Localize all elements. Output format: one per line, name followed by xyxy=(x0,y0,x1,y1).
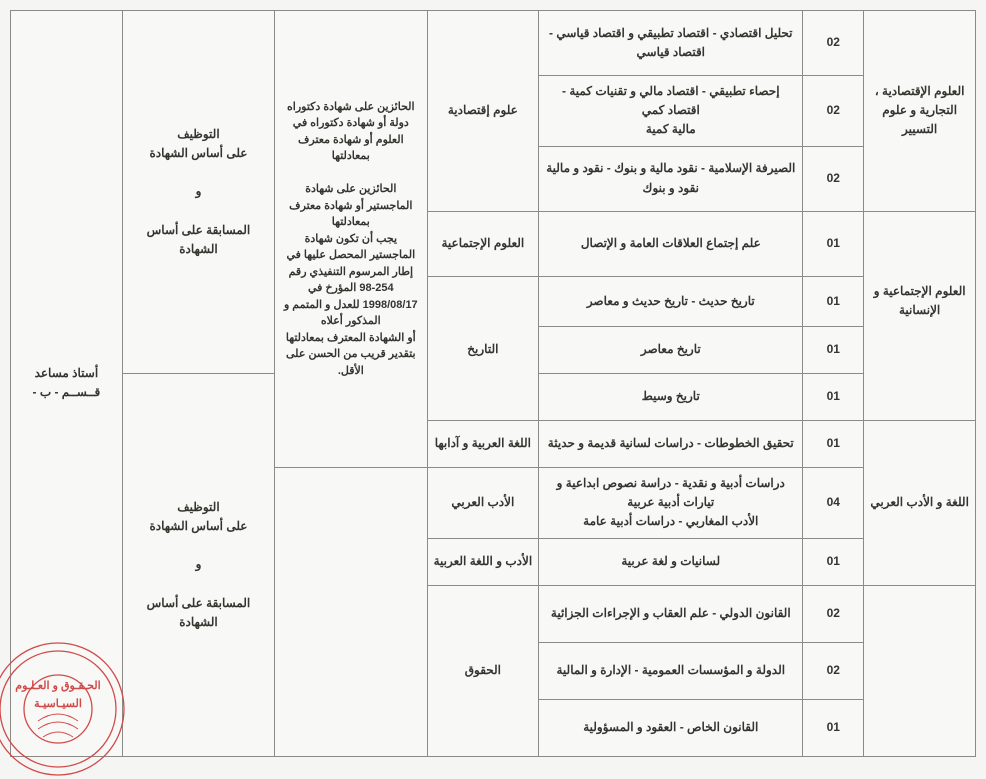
faculty-cell xyxy=(864,211,976,276)
dept-cell: العلوم الإجتماعية xyxy=(427,211,539,276)
spec-cell: تحقيق الخطوطات - دراسات لسانية قديمة و ح… xyxy=(539,420,803,467)
dept-cell: الحقوق xyxy=(427,642,539,699)
spec-faint: اقتصاد قياسي xyxy=(637,45,706,59)
count-cell: 01 xyxy=(803,326,864,373)
dept-cell xyxy=(427,11,539,76)
requirements-cell-bottom xyxy=(275,467,427,756)
spec-cell: لسانيات و لغة عربية xyxy=(539,538,803,585)
count-cell: 02 xyxy=(803,146,864,211)
count-cell: 02 xyxy=(803,11,864,76)
spec-cell: تاريخ وسيط xyxy=(539,373,803,420)
basis-cell-top: التوظيف على أساس الشهادة و المسابقة على … xyxy=(122,11,274,374)
dept-cell: الأدب و اللغة العربية xyxy=(427,538,539,585)
spec-text: تحليل اقتصادي - اقتصاد تطبيقي و اقتصاد ق… xyxy=(549,26,792,40)
dept-cell: التاريخ xyxy=(427,326,539,373)
faculty-cell xyxy=(864,326,976,373)
count-cell: 01 xyxy=(803,420,864,467)
faculty-cell xyxy=(864,585,976,642)
faculty-cell: اللغة و الأدب العربي xyxy=(864,467,976,538)
count-cell: 01 xyxy=(803,699,864,756)
basis-cell-bottom: التوظيف على أساس الشهادة و المسابقة على … xyxy=(122,373,274,756)
spec-cell: الصيرفة الإسلامية - نقود مالية و بنوك - … xyxy=(539,146,803,211)
dept-cell: اللغة العربية و آدابها xyxy=(427,420,539,467)
spec-cell: الدولة و المؤسسات العمومية - الإدارة و ا… xyxy=(539,642,803,699)
count-cell: 02 xyxy=(803,642,864,699)
spec-cell: إحصاء تطبيقي - اقتصاد مالي و تقنيات كمية… xyxy=(539,76,803,147)
faculty-cell: العلوم الإقتصادية ، التجارية و علوم التس… xyxy=(864,76,976,147)
dept-cell xyxy=(427,146,539,211)
faculty-cell xyxy=(864,699,976,756)
faculty-cell xyxy=(864,420,976,467)
spec-cell: تاريخ حديث - تاريخ حديث و معاصر xyxy=(539,276,803,326)
faculty-cell: العلوم الإجتماعية و الإنسانية xyxy=(864,276,976,326)
dept-cell: علوم إقتصادية xyxy=(427,76,539,147)
count-cell: 01 xyxy=(803,538,864,585)
spec-cell: علم إجتماع العلاقات العامة و الإتصال xyxy=(539,211,803,276)
spec-cell: القانون الخاص - العقود و المسؤولية xyxy=(539,699,803,756)
count-cell: 01 xyxy=(803,211,864,276)
recruitment-table: 02 تحليل اقتصادي - اقتصاد تطبيقي و اقتصا… xyxy=(10,10,976,757)
faculty-cell xyxy=(864,538,976,585)
dept-cell xyxy=(427,373,539,420)
spec-cell: تحليل اقتصادي - اقتصاد تطبيقي و اقتصاد ق… xyxy=(539,11,803,76)
spec-cell: القانون الدولي - علم العقاب و الإجراءات … xyxy=(539,585,803,642)
requirements-cell: الحائزين على شهادة دكتوراه دولة أو شهادة… xyxy=(275,11,427,468)
count-cell: 02 xyxy=(803,585,864,642)
spec-cell: تاريخ معاصر xyxy=(539,326,803,373)
faculty-cell xyxy=(864,146,976,211)
count-cell: 01 xyxy=(803,373,864,420)
count-cell: 01 xyxy=(803,276,864,326)
count-cell: 02 xyxy=(803,76,864,147)
count-cell: 04 xyxy=(803,467,864,538)
dept-cell: الأدب العربي xyxy=(427,467,539,538)
dept-cell xyxy=(427,699,539,756)
faculty-cell xyxy=(864,373,976,420)
spec-cell: دراسات أدبية و نقدية - دراسة نصوص ابداعي… xyxy=(539,467,803,538)
faculty-cell xyxy=(864,11,976,76)
faculty-cell xyxy=(864,642,976,699)
rank-cell: أستاذ مساعد قــســم - ب - xyxy=(11,11,123,757)
dept-cell xyxy=(427,276,539,326)
dept-cell xyxy=(427,585,539,642)
